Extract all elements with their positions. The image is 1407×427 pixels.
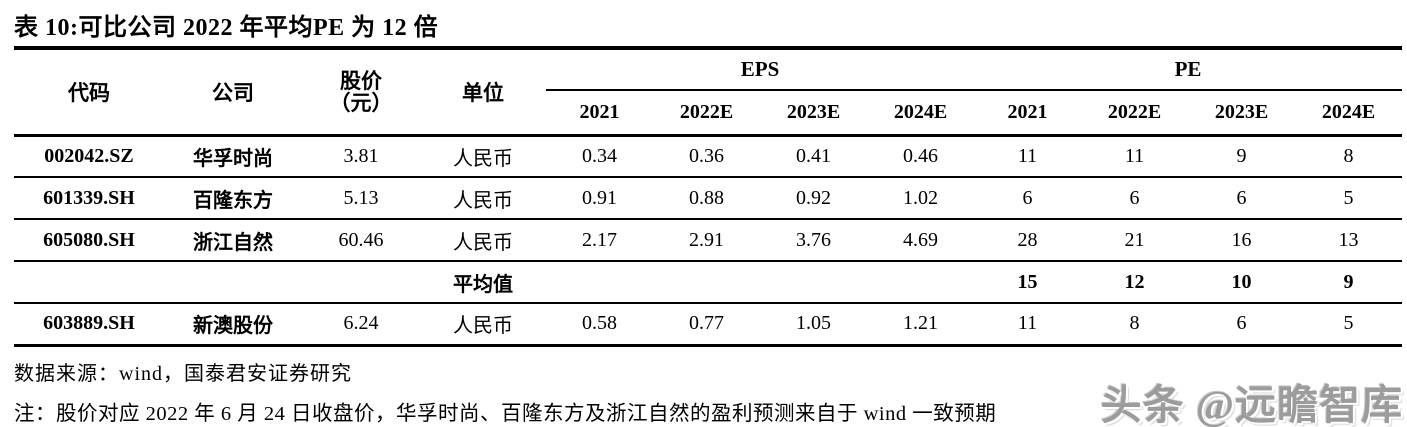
cell-pe-2024e: 8: [1343, 144, 1354, 167]
cell-pe-2022e: 21: [1124, 228, 1145, 251]
avg-pe-2022e: 12: [1124, 270, 1145, 293]
pe-year-2022e: 2022E: [1107, 100, 1162, 123]
table-header: 代码 公司 股价 （元） 单位 EPS PE 2021 2022E 2023E …: [14, 48, 1403, 135]
cell-eps-2023e: 0.92: [796, 186, 831, 209]
cell-eps-2022e: 0.88: [689, 186, 724, 209]
table-row: 605080.SH 浙江自然 60.46 人民币 2.17 2.91 3.76 …: [14, 219, 1403, 261]
col-header-unit: 单位: [462, 80, 504, 105]
cell-empty: [867, 261, 974, 303]
table-row: 002042.SZ 华孚时尚 3.81 人民币 0.34 0.36 0.41 0…: [14, 135, 1403, 177]
eps-year-2022e: 2022E: [679, 100, 734, 123]
col-header-code: 代码: [68, 80, 110, 105]
cell-empty: [760, 261, 867, 303]
group-header-pe: PE: [974, 48, 1403, 91]
cell-code: 002042.SZ: [44, 144, 134, 167]
table-row: 601339.SH 百隆东方 5.13 人民币 0.91 0.88 0.92 1…: [14, 177, 1403, 219]
cell-unit: 人民币: [453, 147, 513, 170]
eps-year-2024e: 2024E: [893, 100, 948, 123]
cell-unit: 人民币: [453, 231, 513, 254]
watermark: 头条 @远瞻智库: [1100, 382, 1403, 427]
cell-eps-2023e: 0.41: [796, 144, 831, 167]
cell-pe-2022e: 6: [1129, 186, 1140, 209]
cell-code: 605080.SH: [43, 228, 135, 251]
table-title: 表 10:可比公司 2022 年平均PE 为 12 倍: [14, 15, 439, 41]
cell-eps-2021: 0.58: [582, 312, 617, 335]
cell-pe-2024e: 13: [1338, 228, 1359, 251]
data-source-note: 数据来源：wind，国泰君安证券研究: [14, 362, 352, 385]
cell-price: 5.13: [343, 186, 379, 209]
cell-pe-2023e: 6: [1236, 312, 1247, 335]
cell-company: 百隆东方: [193, 189, 273, 212]
cell-pe-2024e: 5: [1343, 312, 1354, 335]
cell-pe-2024e: 5: [1343, 186, 1354, 209]
cell-unit: 人民币: [453, 189, 513, 212]
cell-eps-2021: 2.17: [582, 228, 617, 251]
header-year-row: 2021 2022E 2023E 2024E 2021 2022E 2023E …: [14, 90, 1402, 135]
cell-pe-2023e: 9: [1236, 144, 1247, 167]
cell-eps-2022e: 0.36: [689, 144, 724, 167]
cell-company: 新澳股份: [193, 315, 273, 338]
avg-pe-2021: 15: [1017, 270, 1038, 293]
eps-year-2023e: 2023E: [786, 100, 841, 123]
cell-pe-2023e: 6: [1236, 186, 1247, 209]
average-row: 平均值 15 12 10 9: [14, 261, 1403, 303]
footnote: 注：股价对应 2022 年 6 月 24 日收盘价，华孚时尚、百隆东方及浙江自然…: [14, 402, 997, 425]
cell-pe-2021: 6: [1022, 186, 1033, 209]
cell-pe-2022e: 8: [1129, 312, 1140, 335]
header-group-row: 代码 公司 股价 （元） 单位 EPS PE: [14, 48, 1403, 114]
cell-eps-2022e: 0.77: [689, 312, 724, 335]
cell-eps-2024e: 4.69: [903, 228, 938, 251]
cell-eps-2024e: 0.46: [903, 144, 938, 167]
cell-price: 60.46: [338, 228, 384, 251]
cell-eps-2024e: 1.02: [903, 186, 938, 209]
group-header-eps: EPS: [546, 48, 975, 91]
cell-empty: [546, 261, 653, 303]
cell-eps-2022e: 2.91: [689, 228, 724, 251]
pe-year-2024e: 2024E: [1321, 100, 1376, 123]
cell-pe-2021: 11: [1017, 312, 1038, 335]
cell-empty: [653, 261, 760, 303]
cell-price: 6.24: [343, 312, 379, 335]
cell-code: 603889.SH: [43, 312, 135, 335]
col-header-company: 公司: [212, 80, 254, 105]
cell-eps-2023e: 1.05: [796, 312, 831, 335]
cell-empty: [302, 261, 420, 303]
comparable-companies-table: 代码 公司 股价 （元） 单位 EPS PE 2021 2022E 2023E …: [14, 46, 1403, 347]
cell-pe-2021: 11: [1017, 144, 1038, 167]
eps-year-2021: 2021: [579, 100, 620, 123]
cell-pe-2023e: 16: [1231, 228, 1252, 251]
avg-pe-2024e: 9: [1343, 270, 1354, 293]
col-header-price-line2: （元）: [329, 90, 393, 115]
cell-empty: [164, 261, 302, 303]
cell-eps-2021: 0.34: [582, 144, 617, 167]
pe-year-2021: 2021: [1007, 100, 1048, 123]
cell-pe-2021: 28: [1017, 228, 1038, 251]
cell-eps-2023e: 3.76: [796, 228, 831, 251]
cell-eps-2024e: 1.21: [903, 312, 938, 335]
avg-pe-2023e: 10: [1231, 270, 1252, 293]
col-header-price: 股价 （元）: [302, 48, 420, 135]
cell-price: 3.81: [343, 144, 379, 167]
cell-unit: 人民币: [453, 315, 513, 338]
pe-year-2023e: 2023E: [1214, 100, 1269, 123]
cell-company: 华孚时尚: [193, 147, 273, 170]
cell-company: 浙江自然: [193, 231, 273, 254]
cell-pe-2022e: 11: [1124, 144, 1145, 167]
average-label: 平均值: [453, 273, 513, 296]
cell-code: 601339.SH: [43, 186, 135, 209]
cell-empty: [14, 261, 164, 303]
col-header-price-line1: 股价: [340, 68, 382, 93]
cell-eps-2021: 0.91: [582, 186, 617, 209]
subject-company-row: 603889.SH 新澳股份 6.24 人民币 0.58 0.77 1.05 1…: [14, 303, 1403, 345]
